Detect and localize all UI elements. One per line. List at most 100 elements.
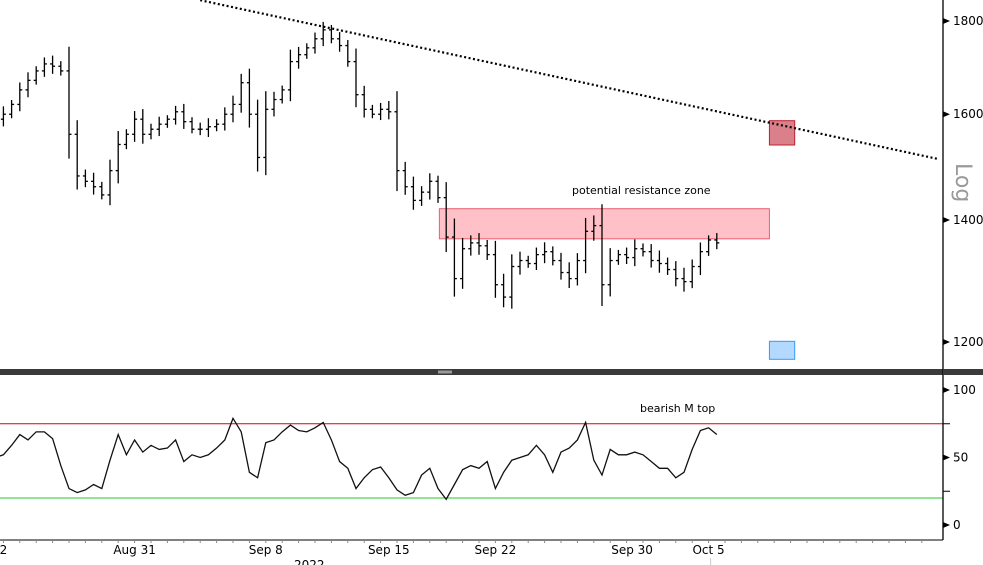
ohlc-bar	[345, 40, 351, 67]
rsi-y-tick	[943, 522, 950, 528]
x-tick-label: Sep 15	[368, 543, 410, 557]
price-panel	[0, 0, 939, 360]
ohlc-bar	[263, 91, 269, 176]
ohlc-bar	[435, 175, 441, 203]
ohlc-bar	[132, 111, 138, 142]
ohlc-bar	[681, 267, 687, 292]
ohlc-bar	[82, 169, 88, 188]
x-tick-label: Aug 31	[113, 543, 156, 557]
ohlc-bar	[525, 255, 531, 268]
ohlc-bar	[66, 46, 72, 159]
ohlc-bar	[353, 48, 359, 108]
resistance-zone-label: potential resistance zone	[572, 184, 711, 197]
ohlc-bar	[402, 161, 408, 195]
ohlc-bar	[25, 72, 31, 98]
ohlc-bar	[443, 182, 449, 253]
x-tick-label: Sep 30	[611, 543, 653, 557]
ohlc-bar	[492, 240, 498, 298]
y-tick	[943, 216, 950, 223]
ohlc-bar	[484, 239, 490, 260]
ohlc-bar	[246, 68, 252, 128]
ohlc-bar	[361, 85, 367, 118]
x-tick-label: Oct 5	[692, 543, 724, 557]
ohlc-bar	[607, 248, 613, 297]
ohlc-bar	[255, 99, 261, 172]
ohlc-bar	[312, 32, 318, 54]
ohlc-bar	[164, 115, 170, 128]
ohlc-bar	[91, 172, 97, 195]
y-tick-label: 1400	[953, 213, 983, 227]
ohlc-bar	[410, 176, 416, 210]
ohlc-bar	[296, 46, 302, 69]
separator-right	[943, 369, 983, 375]
ohlc-bar	[0, 106, 6, 127]
ohlc-bar	[238, 73, 244, 113]
ohlc-bar	[386, 100, 392, 120]
x-tick-label: Sep 22	[475, 543, 517, 557]
y-tick-label: 1200	[953, 335, 983, 349]
ohlc-bar	[378, 102, 384, 121]
ohlc-bar	[665, 257, 671, 275]
ohlc-bar	[583, 217, 589, 274]
ohlc-bar	[9, 100, 15, 119]
ohlc-bar	[156, 116, 162, 137]
rsi-y-tick-label: 0	[953, 518, 961, 532]
ohlc-bar	[533, 247, 539, 271]
ohlc-bar	[115, 130, 121, 184]
ohlc-bar	[574, 253, 580, 286]
ohlc-bar	[476, 233, 482, 255]
ohlc-bar	[230, 95, 236, 123]
ohlc-bar	[591, 215, 597, 241]
ohlc-bar	[148, 123, 154, 140]
y-tick	[943, 18, 950, 24]
ohlc-bar	[74, 120, 80, 190]
ohlc-bar	[197, 122, 203, 136]
panel-separator	[0, 369, 943, 375]
ohlc-bar	[140, 109, 146, 144]
ohlc-bar	[304, 43, 310, 59]
rsi-panel	[0, 416, 943, 501]
ohlc-bar	[509, 254, 515, 309]
ohlc-bar	[460, 237, 466, 289]
ohlc-bar	[673, 261, 679, 287]
ohlc-bar	[369, 104, 375, 119]
ohlc-bar	[615, 249, 621, 265]
ohlc-bar	[624, 247, 630, 265]
ohlc-bar	[419, 186, 425, 206]
blue-target-box	[768, 340, 796, 360]
ohlc-bar	[599, 204, 605, 306]
rsi-oversold-fill	[0, 498, 717, 500]
rsi-y-tick	[943, 454, 950, 461]
ohlc-bar	[222, 107, 228, 131]
log-scale-label[interactable]: Log	[950, 163, 975, 202]
y-tick	[943, 338, 950, 345]
ohlc-bar	[205, 118, 211, 137]
year-label: 2022	[294, 558, 325, 565]
ohlc-bar	[640, 243, 646, 257]
y-tick-label: 1800	[953, 14, 983, 28]
x-tick-label: Sep 8	[249, 543, 283, 557]
ohlc-bar	[279, 85, 285, 104]
ohlc-bar	[451, 218, 457, 297]
ohlc-bar	[697, 242, 703, 276]
ohlc-bar	[287, 49, 293, 102]
ohlc-bar	[189, 117, 195, 134]
ohlc-bar	[542, 242, 548, 264]
ohlc-bar	[468, 235, 474, 256]
bearish-m-top-label: bearish M top	[640, 402, 715, 415]
ohlc-bar	[648, 244, 654, 268]
ohlc-bar	[99, 181, 105, 200]
ohlc-bar	[271, 91, 277, 117]
ohlc-bar	[558, 252, 564, 280]
rsi-line	[0, 416, 718, 501]
ohlc-bar	[501, 273, 507, 308]
ohlc-bar	[58, 61, 64, 76]
ohlc-bar	[706, 235, 712, 256]
ohlc-bar	[689, 259, 695, 289]
ohlc-bar	[50, 55, 56, 74]
y-tick-label: 1600	[953, 107, 983, 121]
ohlc-bar	[328, 24, 334, 44]
ohlc-bar	[320, 21, 326, 47]
trendline	[199, 0, 939, 161]
